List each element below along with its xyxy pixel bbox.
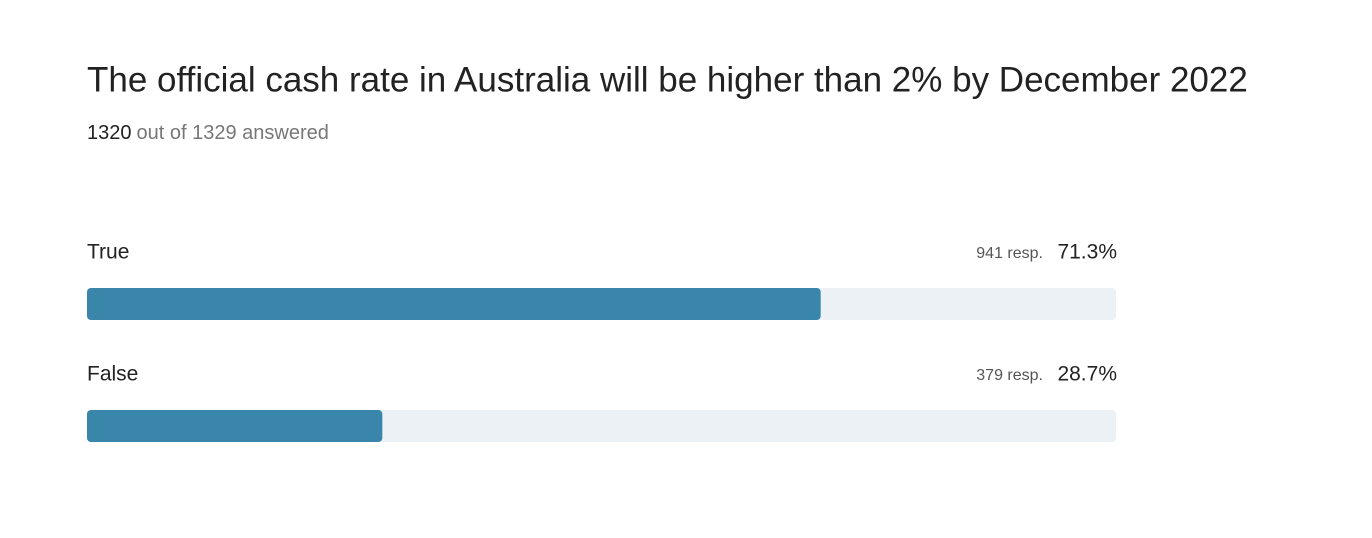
subtitle: 1320 out of 1329 answered [87, 122, 329, 144]
title: The official cash rate in Australia will… [87, 60, 1248, 99]
bar [87, 410, 383, 442]
option-label: False [87, 363, 138, 386]
answered-text: out of 1329 answered [137, 122, 329, 144]
response-count: 941 resp. [976, 245, 1043, 262]
bar [87, 288, 821, 320]
answered-count: 1320 [87, 122, 132, 144]
percent-label: 28.7% [1057, 363, 1117, 386]
percent-label: 71.3% [1057, 241, 1117, 264]
response-count: 379 resp. [976, 367, 1043, 384]
option-label: True [87, 241, 129, 264]
